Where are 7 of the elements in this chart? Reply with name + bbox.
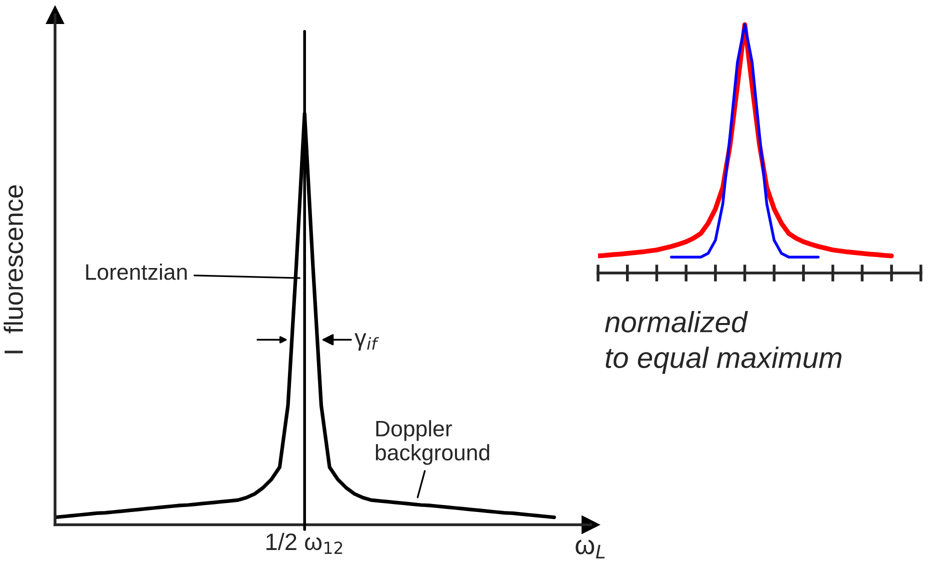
annotation: Lorentzian bbox=[86, 264, 187, 280]
x-axis-title: ω$_{L}$ bbox=[576, 540, 605, 558]
text: 1/2 ω$_{12}$ bbox=[266, 532, 342, 554]
annotation: Doppler background bbox=[376, 420, 490, 465]
annotation: γ$_{if}$ bbox=[354, 333, 380, 351]
text: normalized to equal maximum bbox=[604, 311, 842, 374]
y-axis-title: I fluorescence bbox=[4, 185, 24, 354]
